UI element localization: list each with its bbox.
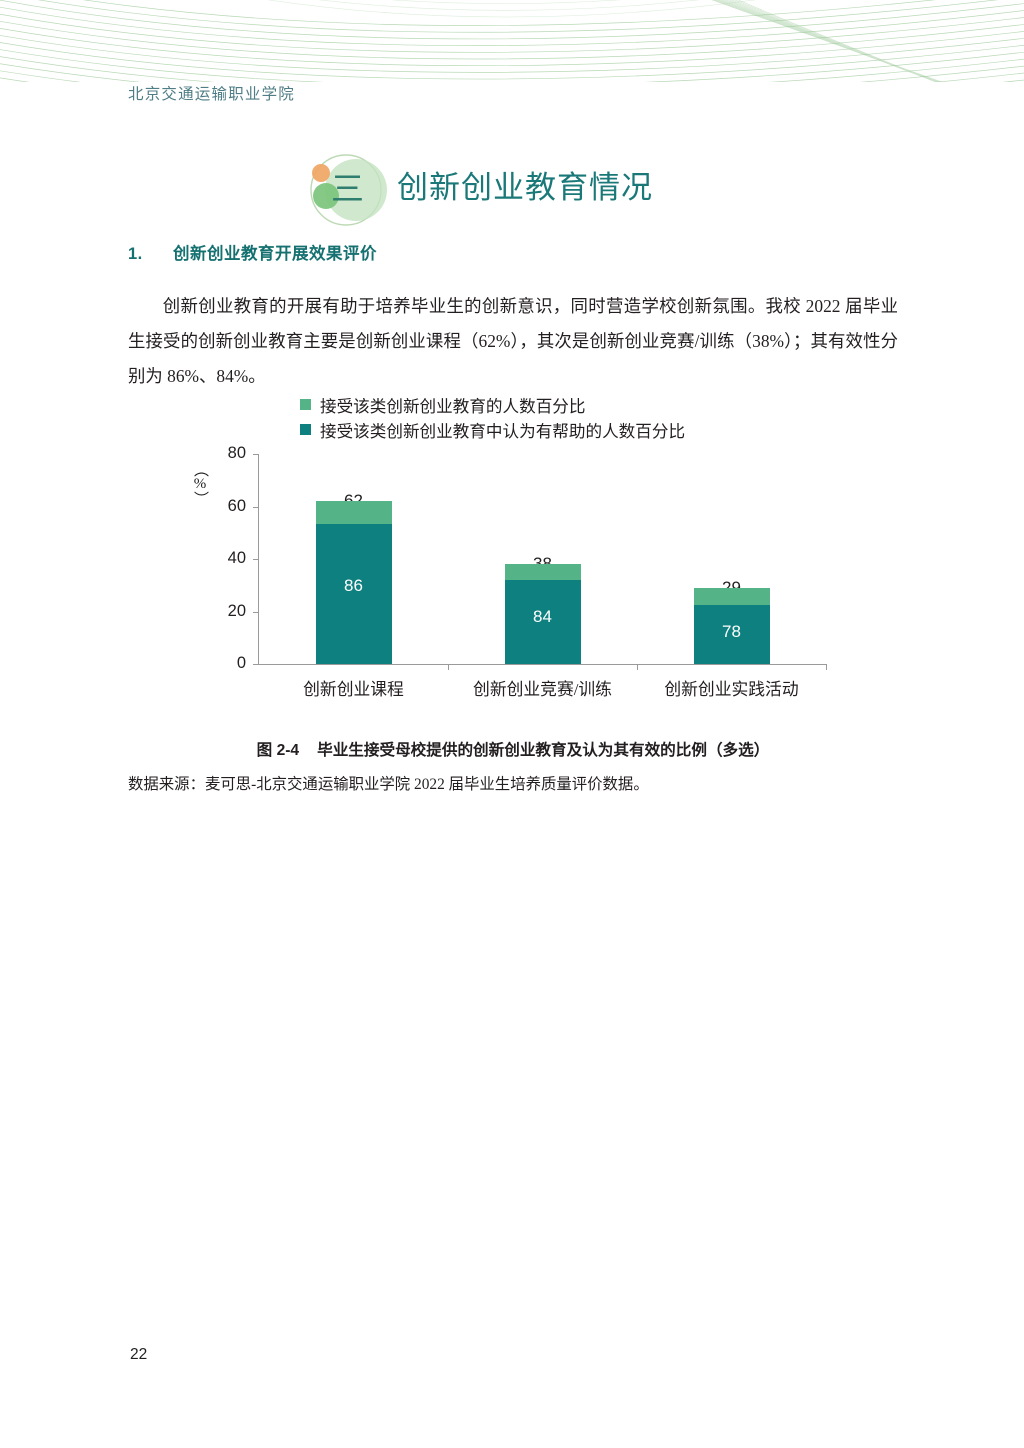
x-tick-mark — [448, 664, 449, 670]
subheading-text: 创新创业教育开展效果评价 — [173, 245, 377, 263]
y-tick-mark — [253, 559, 259, 560]
legend-swatch-icon — [300, 399, 311, 410]
decorative-wave-header — [0, 0, 1024, 82]
y-tick-label: 80 — [227, 444, 246, 462]
y-tick-mark — [253, 454, 259, 455]
title-ornament-graphic — [300, 152, 400, 228]
y-tick-label: 40 — [227, 549, 246, 567]
x-category-label: 创新创业竞赛/训练 — [473, 680, 612, 699]
figure-chart: 接受该类创新创业教育的人数百分比 接受该类创新创业教育中认为有帮助的人数百分比 … — [128, 392, 898, 722]
data-source-note: 数据来源：麦可思-北京交通运输职业学院 2022 届毕业生培养质量评价数据。 — [128, 776, 649, 793]
bar-inner-label: 84 — [533, 607, 552, 627]
body-paragraph: 创新创业教育的开展有助于培养毕业生的创新意识，同时营造学校创新氛围。我校 202… — [128, 296, 898, 387]
legend-swatch-icon — [300, 424, 311, 435]
figure-caption: 图 2-4 毕业生接受母校提供的创新创业教育及认为其有效的比例（多选） — [128, 738, 898, 760]
legend-label: 接受该类创新创业教育中认为有帮助的人数百分比 — [320, 421, 686, 441]
y-tick-label: 0 — [236, 654, 246, 672]
subheading-number: 1. — [128, 245, 143, 263]
section-index-glyph: 三 — [331, 172, 364, 208]
y-tick-mark — [253, 506, 259, 508]
chart-legend: 接受该类创新创业教育的人数百分比 接受该类创新创业教育中认为有帮助的人数百分比 — [300, 392, 685, 442]
y-tick-label: 60 — [227, 496, 246, 515]
running-header: 北京交通运输职业学院 — [128, 86, 296, 103]
y-tick-label: 20 — [227, 601, 246, 620]
page-number: 22 — [130, 1346, 148, 1363]
x-category-label: 创新创业实践活动 — [664, 680, 799, 699]
bar-group: 38 84 创新创业竞赛/训练 — [448, 454, 637, 699]
section-title-block: 三 创新创业教育情况 — [300, 152, 900, 232]
y-axis-tick-labels: 80 60 40 20 0 — [206, 444, 246, 672]
chart-bars: 62 86 创新创业课程 38 84 — [259, 454, 826, 699]
x-axis-line — [258, 664, 826, 665]
bar-group: 29 78 创新创业实践活动 — [637, 454, 826, 699]
figure-caption-number: 图 2-4 — [256, 742, 300, 759]
bar-inner-segment: 86 — [315, 524, 392, 664]
section-title: 创新创业教育情况 — [397, 170, 653, 205]
legend-item: 接受该类创新创业教育中认为有帮助的人数百分比 — [300, 417, 685, 442]
x-category-label: 创新创业课程 — [303, 680, 404, 699]
y-tick-mark — [253, 611, 259, 613]
figure-caption-text: 毕业生接受母校提供的创新创业教育及认为其有效的比例（多选） — [317, 742, 770, 759]
subheading: 1. 创新创业教育开展效果评价 — [128, 240, 377, 264]
bar-inner-segment: 78 — [693, 604, 770, 664]
x-tick-mark — [637, 664, 638, 670]
y-tick-mark — [253, 664, 259, 665]
y-axis-title: （%） — [192, 462, 208, 505]
chart-plot-area: （%） 80 60 40 20 0 62 — [128, 444, 898, 722]
bar-inner-segment: 84 — [504, 580, 581, 664]
bar-group: 62 86 创新创业课程 — [259, 454, 448, 699]
legend-label: 接受该类创新创业教育的人数百分比 — [320, 396, 586, 416]
x-tick-mark — [826, 664, 827, 670]
bar-inner-label: 78 — [722, 621, 741, 641]
legend-item: 接受该类创新创业教育的人数百分比 — [300, 392, 685, 417]
bar-inner-label: 86 — [344, 576, 363, 596]
